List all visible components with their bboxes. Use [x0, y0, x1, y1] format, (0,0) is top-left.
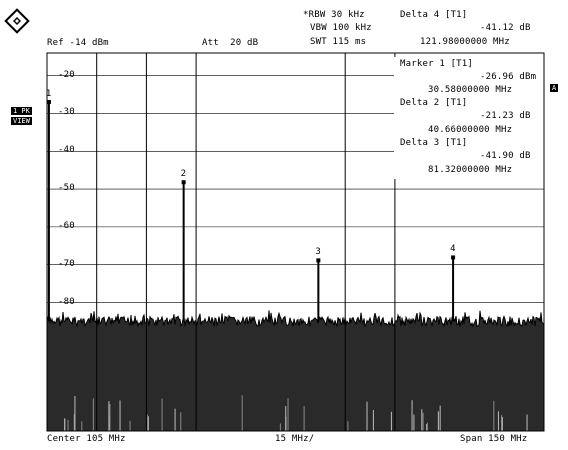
frequency-span: Span 150 MHz — [460, 434, 528, 444]
marker-2-title: Delta 2 [T1] — [400, 98, 468, 108]
marker-1-label: 1 — [45, 88, 52, 99]
delta-marker-level: -41.12 dB — [480, 23, 531, 33]
plot-grid — [47, 53, 544, 431]
trace-mode-badge: VIEW — [11, 117, 32, 125]
reference-level: Ref -14 dBm — [47, 38, 109, 48]
frequency-per-division: 15 MHz/ — [275, 434, 315, 444]
sweep-time-setting: SWT 115 ms — [310, 37, 367, 47]
marker-3-title: Delta 3 [T1] — [400, 138, 468, 148]
delta-marker-title: Delta 4 [T1] — [400, 10, 468, 20]
marker-2-level: -21.23 dB — [480, 111, 531, 121]
marker-1-title: Marker 1 [T1] — [400, 59, 474, 69]
noise-floor-fill — [47, 310, 544, 431]
spectrum-trace — [46, 310, 545, 328]
marker-lines — [46, 99, 456, 322]
rohde-schwarz-logo-icon — [4, 8, 30, 34]
marker-2-tip — [181, 180, 186, 185]
marker-2-frequency: 40.66000000 MHz — [428, 125, 513, 135]
rbw-setting: *RBW 30 kHz — [303, 10, 365, 20]
marker-1-frequency: 30.58000000 MHz — [428, 85, 513, 95]
marker-4-tip — [451, 255, 456, 260]
attenuation-setting: Att 20 dB — [202, 38, 259, 48]
marker-4-label: 4 — [450, 244, 456, 255]
noise-floor — [46, 310, 545, 431]
y-tick-label-minus30: -30 — [58, 107, 75, 117]
marker-1-level: -26.96 dBm — [480, 72, 537, 82]
marker-2-label: 2 — [180, 169, 187, 180]
marker-3-tip — [316, 258, 321, 263]
y-tick-label-minus60: -60 — [58, 221, 75, 231]
marker-3-level: -41.90 dB — [480, 151, 531, 161]
marker-3-frequency: 81.32000000 MHz — [428, 165, 513, 175]
trace-detector-badge: 1 PK — [11, 107, 32, 115]
y-tick-label-minus80: -80 — [58, 297, 75, 307]
marker-1-tip — [46, 99, 51, 104]
y-tick-label-minus20: -20 — [58, 70, 75, 80]
delta-marker-frequency: 121.98000000 MHz — [420, 37, 510, 47]
y-tick-label-minus50: -50 — [58, 183, 75, 193]
center-frequency: Center 105 MHz — [47, 434, 126, 444]
y-tick-label-minus70: -70 — [58, 259, 75, 269]
marker-table-background — [394, 57, 545, 179]
y-tick-label-minus40: -40 — [58, 145, 75, 155]
plot-frame — [46, 52, 545, 432]
vbw-setting: VBW 100 kHz — [310, 23, 372, 33]
trace-a-badge: A — [550, 84, 559, 92]
marker-3-label: 3 — [315, 247, 321, 258]
